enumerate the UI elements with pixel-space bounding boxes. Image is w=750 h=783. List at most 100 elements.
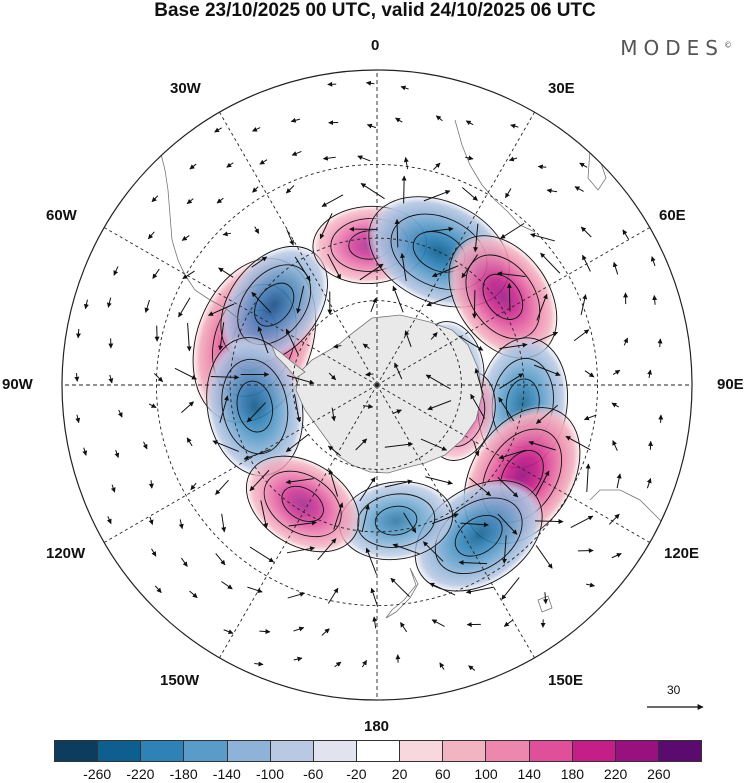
wind-arrow	[327, 445, 342, 457]
wind-arrow	[473, 440, 480, 457]
meridian-line	[103, 384, 378, 543]
wind-arrow	[400, 85, 409, 91]
map-title: Base 23/10/2025 00 UTC, valid 24/10/2025…	[154, 0, 596, 21]
wind-arrow	[148, 403, 157, 409]
wind-arrow	[215, 479, 229, 495]
wind-arrow	[288, 520, 317, 527]
wind-arrow	[497, 271, 526, 277]
wind-arrow	[293, 656, 303, 662]
wind-arrow	[259, 629, 271, 635]
wind-arrow	[390, 577, 410, 598]
colorbar-tick-label: 260	[647, 766, 671, 782]
wind-arrow	[404, 330, 412, 347]
colorbar-swatch	[98, 741, 142, 761]
wind-arrow	[254, 661, 264, 667]
wind-arrow	[355, 438, 368, 451]
contour-line	[236, 380, 273, 433]
wind-arrow	[362, 343, 370, 350]
colorbar-swatch	[615, 741, 659, 761]
wind-arrow	[334, 661, 342, 668]
wind-arrow	[461, 187, 478, 201]
wind-arrow	[505, 188, 512, 199]
wind-arrow	[252, 186, 259, 193]
wind-arrow	[285, 434, 309, 452]
wind-arrow	[294, 394, 302, 423]
wind-arrow	[293, 626, 305, 632]
wind-arrow	[357, 155, 371, 162]
colorbar-tick-label: -260	[83, 766, 112, 782]
reference-vector-label: 30	[667, 683, 681, 697]
wind-arrow	[536, 293, 548, 321]
wind-arrow	[506, 282, 512, 312]
wind-arrow	[460, 522, 489, 528]
wind-arrow	[333, 502, 344, 530]
colorbar-tick-label: -60	[303, 766, 324, 782]
wind-arrow	[646, 477, 652, 489]
wind-arrow	[154, 585, 162, 593]
contour-line	[374, 505, 418, 536]
wind-arrow	[431, 513, 459, 525]
contour-line	[434, 497, 523, 575]
wind-arrow	[650, 256, 656, 267]
wind-arrow	[174, 367, 197, 380]
wind-arrow	[582, 254, 591, 272]
wind-arrow	[536, 404, 559, 424]
wind-arrow	[108, 374, 114, 384]
wind-arrow	[611, 553, 622, 559]
land-masses	[159, 119, 681, 619]
colorbar	[54, 740, 702, 762]
wind-arrow	[392, 543, 420, 555]
wind-arrow	[189, 590, 198, 599]
colorbar-tick-label: 140	[517, 766, 541, 782]
wind-arrow	[570, 515, 594, 529]
wind-arrow	[178, 297, 191, 318]
meridian-line	[219, 111, 378, 386]
wind-arrow	[208, 303, 235, 316]
meridian-line	[376, 384, 651, 543]
wind-arrow	[510, 123, 519, 129]
wind-arrow	[287, 592, 305, 599]
wind-arrow	[286, 375, 315, 385]
wind-arrow	[431, 265, 459, 278]
colorbar-swatch	[486, 741, 530, 761]
wind-arrow	[359, 476, 376, 502]
wind-arrow	[647, 369, 653, 378]
wind-arrow	[251, 292, 272, 314]
wind-arrow	[113, 266, 119, 276]
wind-arrow	[426, 294, 454, 307]
wind-arrow	[114, 449, 120, 459]
wind-arrow	[497, 513, 518, 535]
meridian-line	[103, 227, 378, 386]
wind-arrow	[291, 151, 302, 156]
wind-arrow	[461, 254, 478, 279]
wind-arrow	[82, 447, 88, 456]
wind-arrow	[190, 482, 197, 491]
wind-arrow	[221, 513, 227, 533]
wind-arrow	[362, 403, 374, 409]
wind-arrow	[573, 329, 590, 342]
wind-arrow	[392, 409, 402, 415]
label-120e: 120E	[664, 545, 700, 562]
label-150e: 150E	[548, 672, 584, 689]
wind-arrow	[152, 268, 160, 279]
label-120w: 120W	[46, 545, 86, 562]
colorbar-tick-label: -100	[255, 766, 285, 782]
wind-arrow	[365, 80, 375, 86]
wind-arrow	[212, 440, 240, 452]
wind-arrow	[616, 473, 622, 489]
label-180: 180	[364, 718, 390, 735]
wind-arrow	[75, 328, 81, 339]
colorbar-swatch	[658, 741, 702, 761]
wind-arrow	[285, 478, 314, 485]
wind-arrow	[181, 401, 194, 414]
tasmania	[537, 595, 553, 613]
wind-arrow	[611, 402, 620, 408]
label-60w: 60W	[46, 207, 77, 224]
wind-arrow	[365, 547, 377, 575]
wind-arrow	[433, 162, 441, 171]
wind-arrow	[319, 213, 333, 240]
wind-arrow	[180, 557, 188, 567]
wind-arrow	[286, 229, 294, 246]
wind-arrow	[223, 629, 234, 635]
wind-arrow	[535, 470, 550, 496]
